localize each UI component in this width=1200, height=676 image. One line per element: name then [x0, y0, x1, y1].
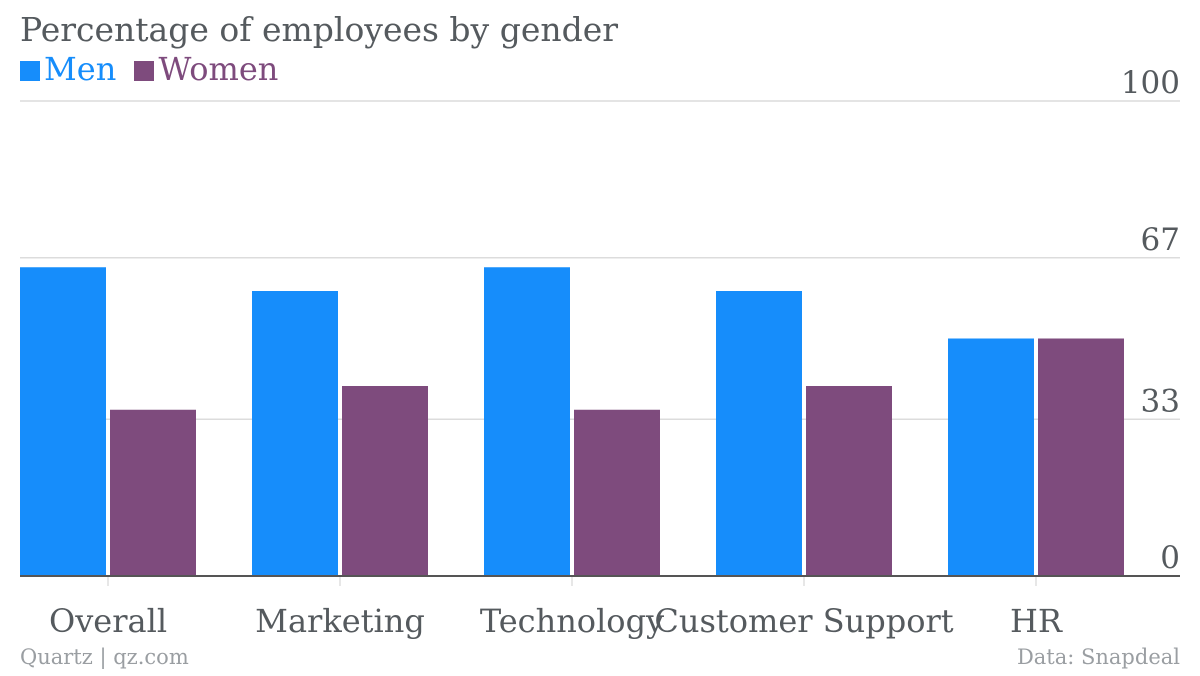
legend-item-men: Men [20, 50, 126, 88]
bar-men [484, 267, 570, 576]
legend-label-men: Men [44, 50, 117, 88]
source-credit: Quartz | qz.com [20, 645, 189, 669]
y-tick-label: 0 [1160, 540, 1180, 576]
y-tick-label: 67 [1141, 222, 1180, 258]
y-tick-label: 100 [1121, 65, 1180, 101]
legend-label-women: Women [158, 50, 279, 88]
chart-title: Percentage of employees by gender [20, 10, 619, 49]
legend-swatch-men [20, 61, 40, 81]
bar-men [948, 338, 1034, 576]
x-tick-label: Marketing [255, 602, 425, 640]
bar-women [1038, 338, 1124, 576]
bar-men [252, 291, 338, 576]
x-tick-label: Overall [49, 602, 167, 640]
bar-women [574, 409, 660, 576]
bar-women [342, 386, 428, 576]
y-tick-label: 33 [1141, 383, 1180, 419]
legend: Men Women [20, 50, 286, 88]
bar-women [806, 386, 892, 576]
bar-women [110, 409, 196, 576]
legend-item-women: Women [134, 50, 278, 88]
x-tick-label: Technology [480, 602, 664, 640]
x-tick-label: HR [1010, 602, 1063, 640]
bar-men [716, 291, 802, 576]
legend-swatch-women [134, 61, 155, 81]
bar-men [20, 267, 106, 576]
data-source: Data: Snapdeal [1016, 645, 1180, 669]
x-tick-label: Customer Support [654, 602, 953, 640]
